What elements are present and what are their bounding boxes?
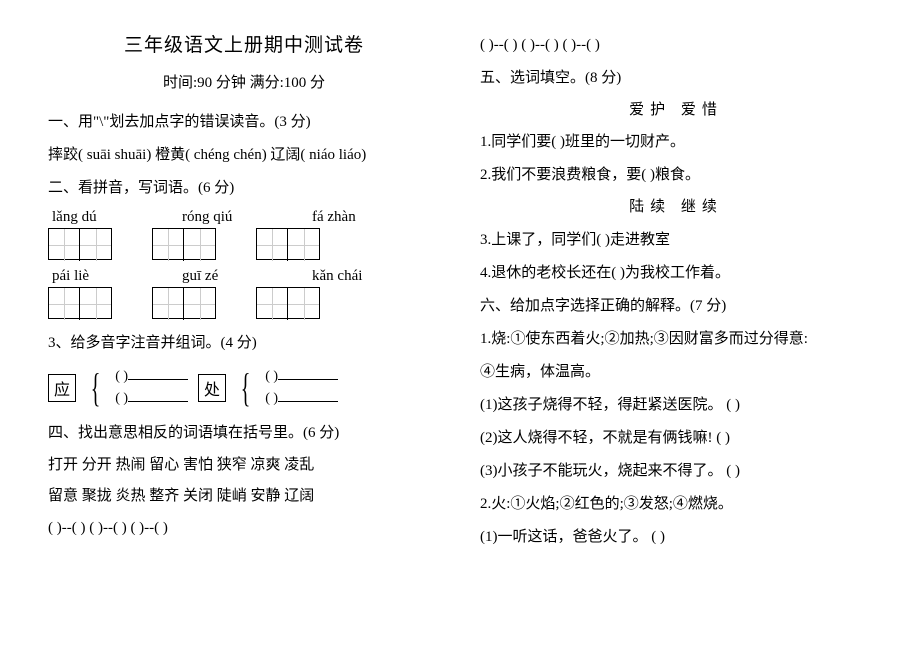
q6-sentence: (2)这人烧得不轻，不就是有俩钱嘛! ( ): [480, 422, 872, 455]
q2-heading: 二、看拼音，写词语。(6 分): [48, 172, 440, 205]
tianzi-box: [152, 287, 216, 319]
q4-words-2: 留意 聚拢 炎热 整齐 关闭 陡峭 安静 辽阔: [48, 481, 440, 513]
q6-heading: 六、给加点字选择正确的解释。(7 分): [480, 290, 872, 323]
q6-def: ④生病，体温高。: [480, 356, 872, 389]
q6-sentence: (3)小孩子不能玩火，烧起来不得了。 ( ): [480, 455, 872, 488]
q3-polyphonic-block: 应 { ( ) ( ) 处 { ( ) ( ): [48, 366, 440, 411]
q6-sentence: (1)这孩子烧得不轻，得赶紧送医院。 ( ): [480, 389, 872, 422]
q5-item: 3.上课了，同学们( )走进教室: [480, 224, 872, 257]
pinyin-label: guī zé: [178, 268, 268, 285]
tianzi-box: [256, 287, 320, 319]
q1-items: 摔跤( suāi shuāi) 橙黄( chéng chén) 辽阔( niáo…: [48, 139, 440, 172]
q6-def: 2.火:①火焰;②红色的;③发怒;④燃烧。: [480, 488, 872, 521]
char-box: 应: [48, 374, 76, 402]
tianzi-box: [48, 228, 112, 260]
q4-words-1: 打开 分开 热闹 留心 害怕 狭窄 凉爽 凌乱: [48, 450, 440, 482]
char-box: 处: [198, 374, 226, 402]
q2-boxes-row-1: [48, 228, 440, 260]
q2-boxes-row-2: [48, 287, 440, 319]
pinyin-label: róng qiú: [178, 209, 268, 226]
q5-heading: 五、选词填空。(8 分): [480, 62, 872, 95]
q5-item: 2.我们不要浪费粮食，要( )粮食。: [480, 159, 872, 192]
q5-item: 4.退休的老校长还在( )为我校工作着。: [480, 257, 872, 290]
q4-pair-row: ( )--( ) ( )--( ) ( )--( ): [48, 513, 440, 545]
q3-blank-lines: ( ) ( ): [265, 366, 338, 411]
pinyin-label: pái liè: [48, 268, 138, 285]
q6-def: 1.烧:①使东西着火;②加热;③因财富多而过分得意:: [480, 323, 872, 356]
left-column: 三年级语文上册期中测试卷 时间:90 分钟 满分:100 分 一、用"\"划去加…: [48, 30, 440, 631]
q4-heading: 四、找出意思相反的词语填在括号里。(6 分): [48, 417, 440, 450]
q6-sentence: (1)一听这话，爸爸火了。 ( ): [480, 521, 872, 554]
q5-word-pair: 陆续 继续: [480, 192, 872, 224]
q5-item: 1.同学们要( )班里的一切财产。: [480, 126, 872, 159]
tianzi-box: [48, 287, 112, 319]
q2-pinyin-row-2: pái liè guī zé kǎn chái: [48, 268, 440, 285]
tianzi-box: [152, 228, 216, 260]
pinyin-label: kǎn chái: [308, 268, 398, 285]
q2-pinyin-row-1: lǎng dú róng qiú fá zhàn: [48, 209, 440, 226]
q5-word-pair: 爱护 爱惜: [480, 95, 872, 127]
right-column: ( )--( ) ( )--( ) ( )--( ) 五、选词填空。(8 分) …: [480, 30, 872, 631]
brace-icon: {: [241, 370, 251, 406]
q4-pair-row-cont: ( )--( ) ( )--( ) ( )--( ): [480, 30, 872, 62]
exam-title: 三年级语文上册期中测试卷: [48, 30, 440, 57]
tianzi-box: [256, 228, 320, 260]
brace-icon: {: [91, 370, 101, 406]
q3-blank-lines: ( ) ( ): [115, 366, 188, 411]
q3-heading: 3、给多音字注音并组词。(4 分): [48, 327, 440, 360]
q1-heading: 一、用"\"划去加点字的错误读音。(3 分): [48, 106, 440, 139]
exam-subtitle: 时间:90 分钟 满分:100 分: [48, 71, 440, 92]
pinyin-label: lǎng dú: [48, 209, 138, 226]
pinyin-label: fá zhàn: [308, 209, 398, 226]
